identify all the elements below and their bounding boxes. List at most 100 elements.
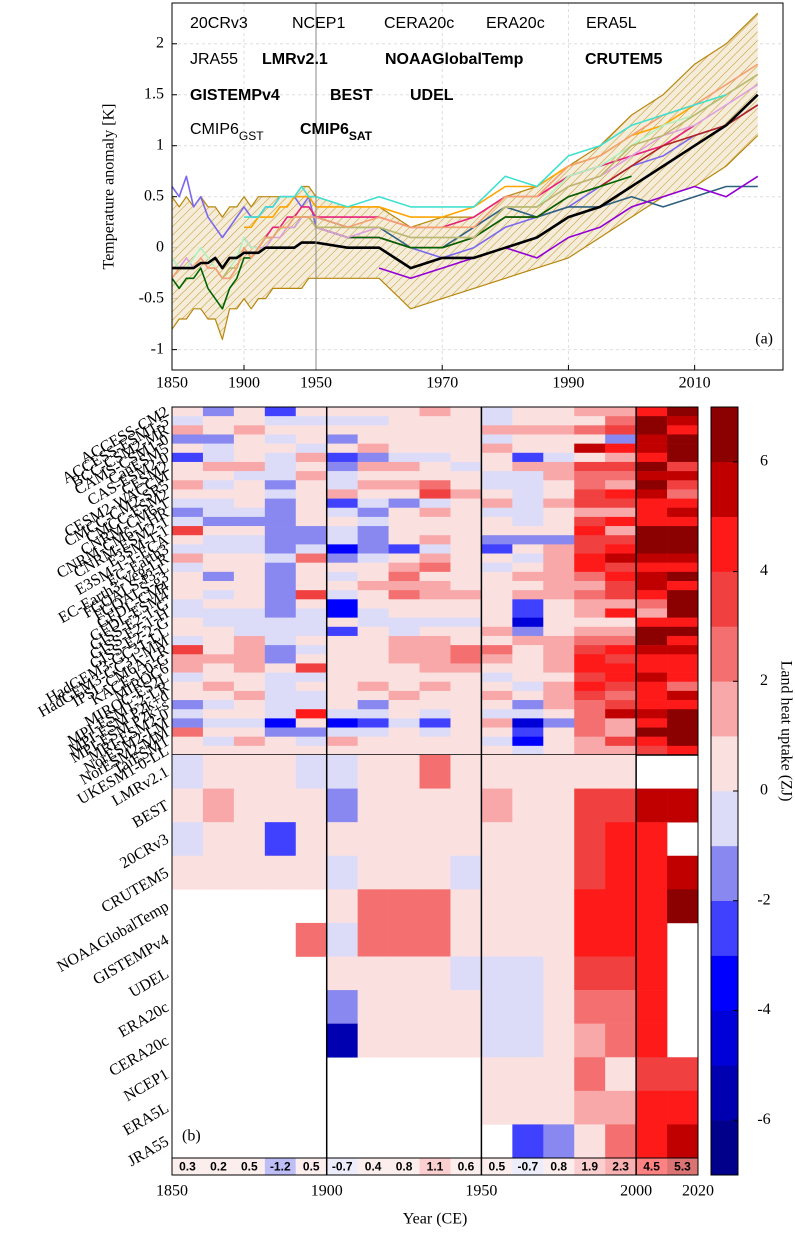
heat-cell (172, 489, 204, 499)
heat-cell (543, 407, 575, 417)
heat-cell (543, 471, 575, 481)
heat-cell (202, 443, 235, 454)
heat-cell (419, 755, 451, 789)
heat-cell (202, 745, 235, 756)
x-tick-label: 1900 (311, 1183, 343, 1200)
heat-cell (264, 745, 297, 756)
heat-cell (264, 480, 297, 490)
heat-cell (326, 544, 358, 554)
heat-cell (450, 855, 482, 890)
heat-cell (450, 709, 482, 719)
heat-cell (326, 956, 358, 991)
heat-cell (636, 562, 668, 573)
heat-cell (295, 590, 328, 600)
heat-cell (450, 755, 482, 789)
heat-cell (326, 553, 358, 563)
heat-cell (357, 755, 389, 789)
heat-cell (481, 922, 513, 957)
heat-cell (605, 516, 637, 527)
heat-cell (481, 553, 513, 563)
heat-cell (357, 822, 389, 857)
heat-cell (605, 700, 637, 710)
heat-cell (481, 461, 513, 472)
heat-cell (636, 1124, 668, 1159)
heat-cell (543, 718, 575, 728)
colorbar-bin (711, 681, 738, 737)
heat-cell (172, 461, 204, 472)
heat-cell (202, 407, 235, 417)
heat-cell (419, 526, 451, 536)
heat-cell (419, 461, 451, 472)
heat-cell (667, 544, 699, 554)
heat-cell (233, 709, 266, 719)
heat-cell (574, 553, 606, 563)
heat-cell (667, 681, 699, 692)
heat-cell (512, 544, 544, 554)
heat-cell (450, 544, 482, 554)
heat-cell (574, 608, 606, 618)
heat-cell (574, 443, 606, 454)
heat-cell (233, 489, 266, 499)
heat-cell (264, 544, 297, 554)
heat-cell (172, 407, 204, 417)
heat-cell (202, 544, 235, 554)
summary-cell (419, 1158, 451, 1175)
heat-cell (481, 956, 513, 991)
heat-cell (295, 544, 328, 554)
heat-cell (295, 571, 328, 582)
heat-cell (636, 654, 668, 664)
heat-cell (481, 635, 513, 646)
heat-cell (388, 461, 420, 472)
heat-cell (636, 571, 668, 582)
heat-cell (605, 727, 637, 737)
heat-cell (667, 471, 699, 481)
heat-cell (481, 526, 513, 536)
heat-cell (636, 443, 668, 454)
heat-cell (481, 581, 513, 591)
colorbar-bin (711, 1120, 738, 1176)
heat-cell (512, 452, 544, 463)
heat-cell (233, 718, 266, 728)
heat-cell (295, 736, 328, 747)
heat-cell (388, 855, 420, 890)
heat-cell (574, 709, 606, 719)
heat-cell (264, 498, 297, 509)
heat-cell (450, 956, 482, 991)
heat-cell (295, 718, 328, 728)
legend-name: CMIP6 (190, 121, 239, 138)
heat-cell (543, 727, 575, 737)
summary-label: 4.5 (643, 1160, 660, 1174)
heat-cell (388, 663, 420, 673)
heat-cell (172, 562, 204, 573)
heat-cell (202, 755, 235, 789)
heat-cell (357, 654, 389, 664)
heat-cell (264, 635, 297, 646)
heat-cell (512, 571, 544, 582)
heat-cell (233, 507, 266, 518)
heat-cell (481, 608, 513, 618)
heat-cell (419, 471, 451, 481)
heat-cell (264, 617, 297, 628)
heat-cell (388, 553, 420, 563)
heat-cell (574, 590, 606, 600)
heat-cell (543, 562, 575, 573)
summary-cell (295, 1158, 327, 1175)
heat-cell (450, 526, 482, 536)
heat-cell (388, 599, 420, 609)
heat-cell (295, 489, 328, 499)
heat-cell (543, 480, 575, 490)
heat-cell (202, 709, 235, 719)
heat-cell (172, 681, 204, 692)
heat-cell (202, 700, 235, 710)
heat-cell (233, 416, 266, 426)
heat-cell (264, 443, 297, 454)
heat-cell (512, 562, 544, 573)
heat-cell (388, 645, 420, 655)
heat-cell (202, 599, 235, 609)
summary-label: 0.4 (365, 1160, 382, 1174)
heat-cell (388, 480, 420, 490)
heat-cell (450, 516, 482, 527)
heat-cell (419, 736, 451, 747)
heat-cell (605, 626, 637, 637)
heat-cell (419, 425, 451, 435)
